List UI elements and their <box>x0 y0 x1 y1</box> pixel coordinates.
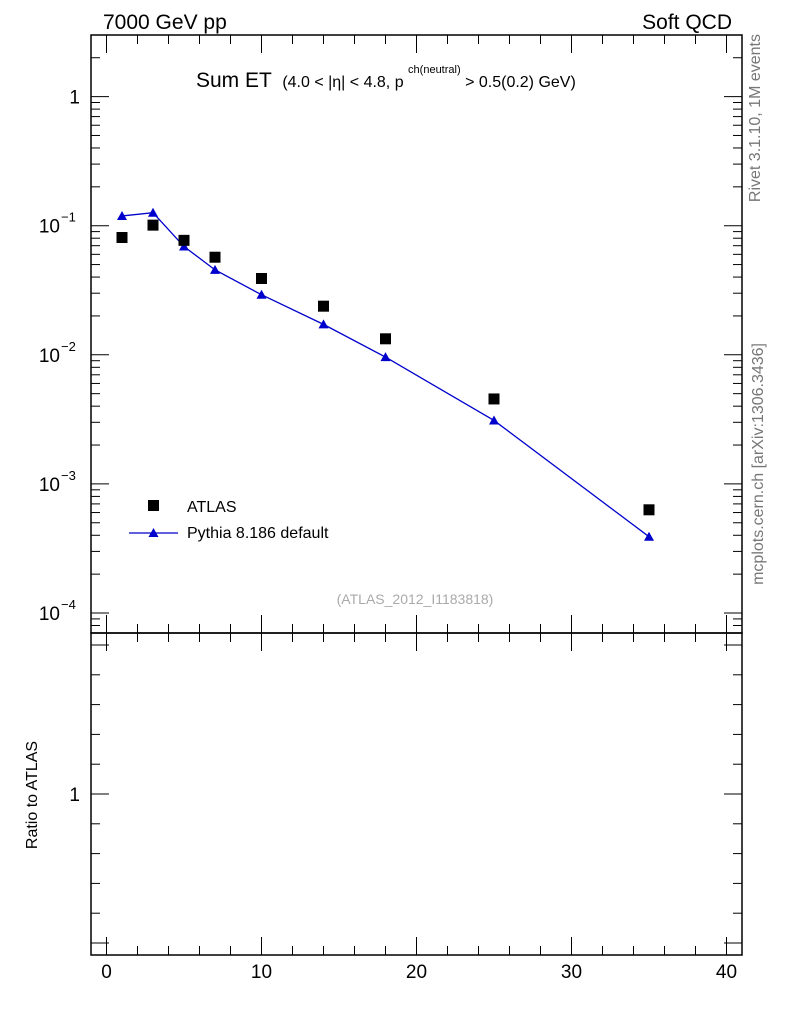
legend-pythia-label: Pythia 8.186 default <box>187 525 329 542</box>
pythia-point <box>117 210 127 220</box>
pythia-point <box>380 352 391 362</box>
pythia-point <box>256 289 267 299</box>
pythia-point <box>644 531 654 541</box>
side-label-rivet: Rivet 3.1.10, 1M events <box>747 34 764 202</box>
y-tick-exponent: −2 <box>61 339 76 354</box>
ratio-ylabel: Ratio to ATLAS <box>24 741 41 849</box>
series-layer <box>116 207 655 541</box>
analysis-id: (ATLAS_2012_I1183818) <box>337 591 494 607</box>
header-right: Soft QCD <box>642 11 732 34</box>
atlas-point <box>116 232 128 244</box>
header-left: 7000 GeV pp <box>103 11 227 34</box>
atlas-point <box>488 393 500 405</box>
y-tick-exponent: −4 <box>61 597 76 612</box>
x-tick-label: 30 <box>561 962 582 983</box>
atlas-point <box>209 251 221 263</box>
y-tick-labels: 10 −410 −310 −210 −11 <box>39 88 80 625</box>
pythia-point <box>489 415 499 425</box>
pythia-point <box>210 264 220 274</box>
plot-title-cut-end: > 0.5(0.2) GeV) <box>465 74 576 91</box>
pythia-point <box>179 241 189 251</box>
atlas-point <box>178 234 190 246</box>
ratio-y-tick-label: 1 <box>69 785 80 806</box>
y-tick-label: 10 <box>39 604 60 625</box>
legend: ATLAS Pythia 8.186 default <box>129 499 329 542</box>
ratio-plot-frame <box>90 632 743 956</box>
y-tick-label: 10 <box>39 346 60 367</box>
pythia-line <box>121 212 650 538</box>
x-tick-label: 10 <box>251 962 272 983</box>
y-tick-label: 1 <box>69 88 80 109</box>
y-tick-label: 10 <box>39 475 60 496</box>
main-plot-frame <box>90 34 743 634</box>
atlas-point <box>380 333 391 345</box>
pythia-point <box>148 207 158 217</box>
y-tick-exponent: −3 <box>61 468 76 483</box>
plot-title-superscript: ch(neutral) <box>408 64 461 76</box>
legend-atlas-marker <box>148 500 159 511</box>
atlas-point <box>318 300 329 312</box>
y-tick-label: 10 <box>39 217 60 238</box>
pythia-point <box>318 319 329 329</box>
atlas-point <box>147 219 159 231</box>
legend-atlas-label: ATLAS <box>187 499 237 516</box>
x-tick-label: 40 <box>716 962 737 983</box>
plot-title: Sum ET (4.0 < |η| < 4.8, p ch(neutral) >… <box>196 60 576 92</box>
y-tick-exponent: −1 <box>61 210 76 225</box>
atlas-point <box>256 272 267 284</box>
plot-title-main: Sum ET <box>196 69 272 92</box>
x-tick-label: 0 <box>101 962 112 983</box>
axis-ticks <box>91 34 742 955</box>
legend-pythia-marker <box>148 528 159 537</box>
x-tick-label: 20 <box>406 962 427 983</box>
side-label-mcplots: mcplots.cern.ch [arXiv:1306.3436] <box>750 343 767 585</box>
x-tick-labels: 0 10 20 30 40 <box>101 962 737 983</box>
ratio-tick-labels: 1 <box>69 785 80 806</box>
plot-title-cut: (4.0 < |η| < 4.8, p <box>282 74 403 91</box>
atlas-point <box>643 504 655 516</box>
